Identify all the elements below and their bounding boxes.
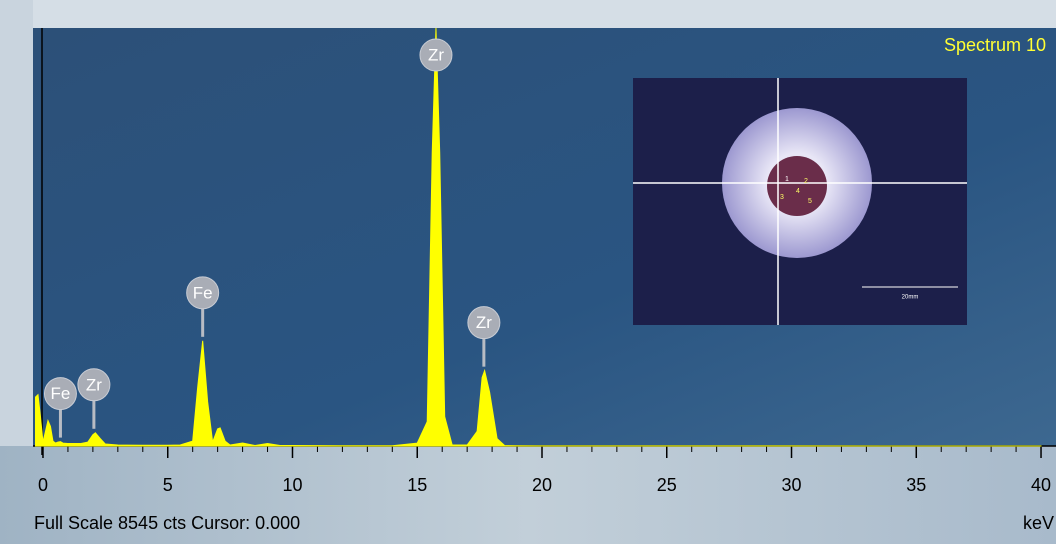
x-tick-label: 35 <box>906 475 926 495</box>
peak-label: Fe <box>193 283 213 302</box>
sample-core <box>767 156 827 216</box>
peak-label: Zr <box>428 45 444 64</box>
x-axis-label: keV <box>1023 513 1054 533</box>
inset-marker: 2 <box>804 178 808 185</box>
peak-label: Fe <box>51 384 71 403</box>
page: {"chart_data": { "type": "spectrum", "ti… <box>0 0 1056 544</box>
x-tick-label: 10 <box>282 475 302 495</box>
peak-label: Zr <box>476 313 492 332</box>
x-tick-label: 20 <box>532 475 552 495</box>
peak-label: Zr <box>86 375 102 394</box>
scale-label: 20mm <box>902 295 919 301</box>
inset-marker: 1 <box>785 176 789 183</box>
x-tick-label: 30 <box>782 475 802 495</box>
x-tick-label: 25 <box>657 475 677 495</box>
x-tick-label: 5 <box>163 475 173 495</box>
spectrum-title: Spectrum 10 <box>944 35 1046 55</box>
inset-marker: 4 <box>796 188 800 195</box>
footer-status: Full Scale 8545 cts Cursor: 0.000 <box>34 513 300 533</box>
inset-marker: 3 <box>780 194 784 201</box>
chart: 1 2 3 4 5 Spectrum 10 Full Scale 8545 cts Cu… <box>0 0 1056 544</box>
x-tick-label: 15 <box>407 475 427 495</box>
left-panel <box>0 0 33 446</box>
x-tick-label: 40 <box>1031 475 1051 495</box>
x-tick-label: 0 <box>38 475 48 495</box>
inset-image: 1 2 3 4 5 <box>633 78 967 325</box>
inset-marker: 5 <box>808 198 812 205</box>
